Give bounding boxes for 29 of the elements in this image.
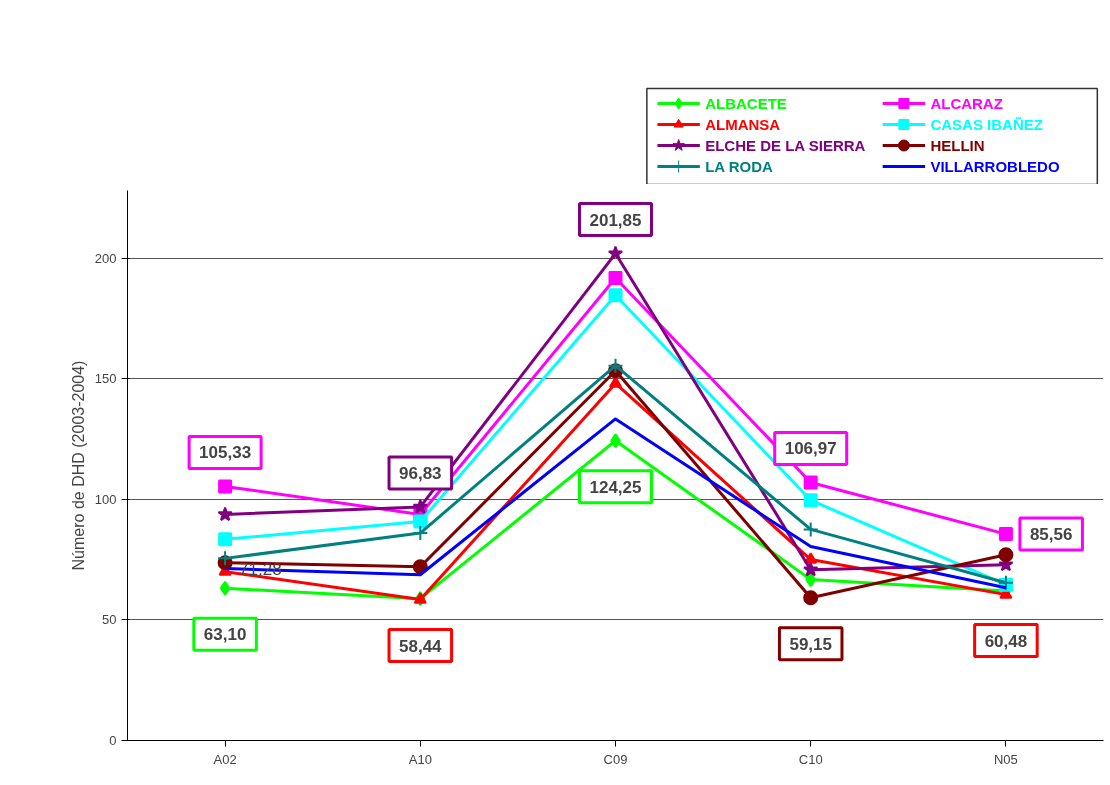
data-label: 106,97 (784, 439, 837, 459)
legend-label: CASAS IBAÑEZ (930, 116, 1043, 133)
legend-label: ELCHE DE LA SIERRA (705, 137, 866, 154)
x-tick-label: C10 (798, 751, 823, 767)
data-label: 124,25 (589, 477, 642, 497)
legend-label: VILLARROBLEDO (930, 158, 1060, 175)
y-axis-title: Número de DHD (2003-2004) (69, 360, 87, 571)
y-tick-label: 0 (109, 733, 117, 748)
x-tick-label: C09 (603, 751, 628, 767)
y-tick-label: 50 (102, 612, 117, 628)
legend-label: ALMANSA (705, 116, 781, 133)
data-label: 63,10 (203, 625, 247, 645)
y-tick-label: 200 (94, 250, 117, 266)
y-tick-label: 150 (94, 371, 117, 387)
data-label: 85,56 (1029, 525, 1073, 545)
data-label: 59,15 (789, 634, 832, 654)
x-tick-label: N05 (993, 751, 1018, 767)
data-label: 58,44 (399, 636, 443, 656)
legend-label: LA RODA (705, 158, 774, 175)
data-label: 105,33 (199, 443, 252, 463)
data-label: 96,83 (399, 463, 442, 483)
legend-label: HELLIN (930, 137, 985, 154)
legend-label: ALBACETE (705, 95, 787, 112)
y-tick-label: 100 (94, 491, 117, 507)
x-tick-label: A02 (213, 751, 237, 767)
data-label: 201,85 (589, 210, 642, 230)
data-label: 60,48 (984, 631, 1028, 651)
legend-label: ALCARAZ (930, 95, 1003, 112)
x-tick-label: A10 (408, 751, 432, 767)
